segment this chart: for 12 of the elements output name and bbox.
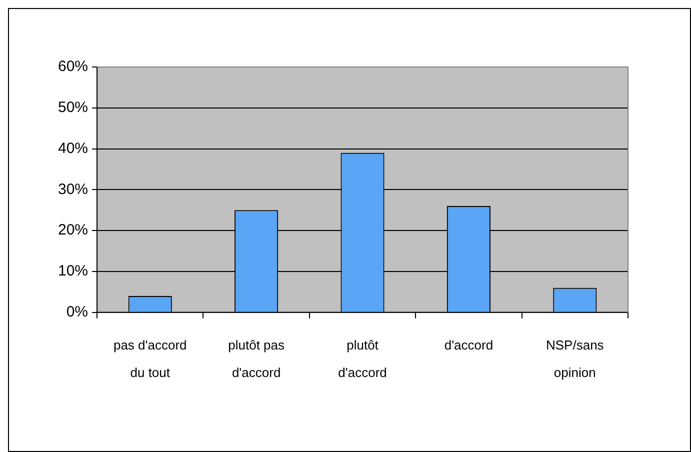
y-tick-label: 20% [58,222,88,239]
y-tick-label: 40% [58,140,88,157]
x-tick-label: plutôt pas d'accord [228,338,285,380]
y-tick-label: 60% [58,58,88,76]
x-tick-label: d'accord [444,338,494,353]
x-tick-label: plutôt d'accord [338,338,387,380]
y-tick-label: 50% [58,99,88,116]
y-tick-label: 10% [58,262,88,280]
x-tick-label: pas d'accord du tout [113,338,187,380]
y-tick-label: 0% [66,304,88,321]
y-tick-label: 30% [58,180,88,198]
x-tick-label: NSP/sans opinion [546,338,604,380]
